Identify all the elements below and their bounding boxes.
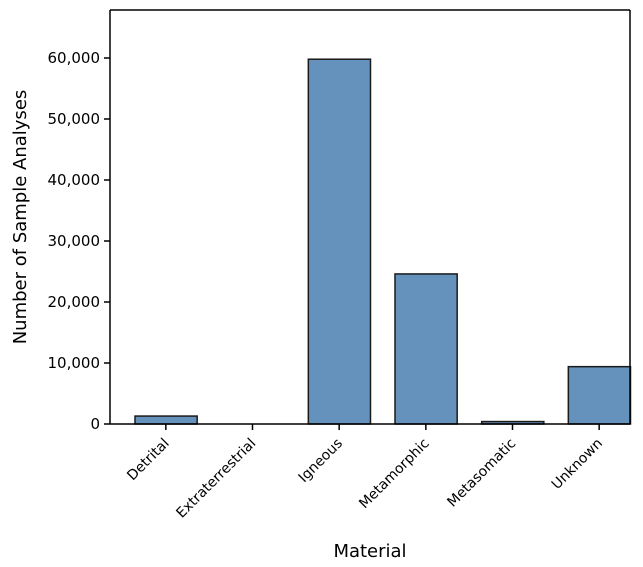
x-tick-label-unknown: Unknown: [549, 436, 606, 493]
y-tick-label: 40,000: [48, 171, 101, 189]
y-tick-label: 30,000: [48, 232, 101, 250]
y-tick-label: 0: [90, 415, 100, 433]
x-axis-ticks: Detrital Extraterrestrial Igneous Metamorph…: [124, 424, 606, 521]
y-axis-ticks: 0 10,000 20,000 30,000 40,000 50,000 60,000: [48, 49, 110, 433]
bar-metamorphic: [394, 273, 458, 425]
x-tick-label-igneous: Igneous: [296, 436, 346, 486]
bar-igneous: [307, 58, 372, 425]
x-tick-label-detrital: Detrital: [124, 436, 172, 484]
y-tick-label: 60,000: [48, 49, 101, 67]
y-tick-label: 10,000: [48, 354, 101, 372]
x-tick-label-metasomatic: Metasomatic: [444, 436, 519, 511]
x-axis-title: Material: [333, 541, 406, 562]
y-tick-label: 50,000: [48, 110, 101, 128]
x-tick-label-extraterrestrial: Extraterrestrial: [173, 436, 259, 522]
y-axis-title: Number of Sample Analyses: [10, 90, 31, 345]
y-tick-label: 20,000: [48, 293, 101, 311]
x-tick-label-metamorphic: Metamorphic: [356, 436, 432, 512]
bars-group: [134, 58, 632, 425]
bar-unknown: [567, 365, 632, 425]
bar-detrital: [134, 415, 198, 425]
